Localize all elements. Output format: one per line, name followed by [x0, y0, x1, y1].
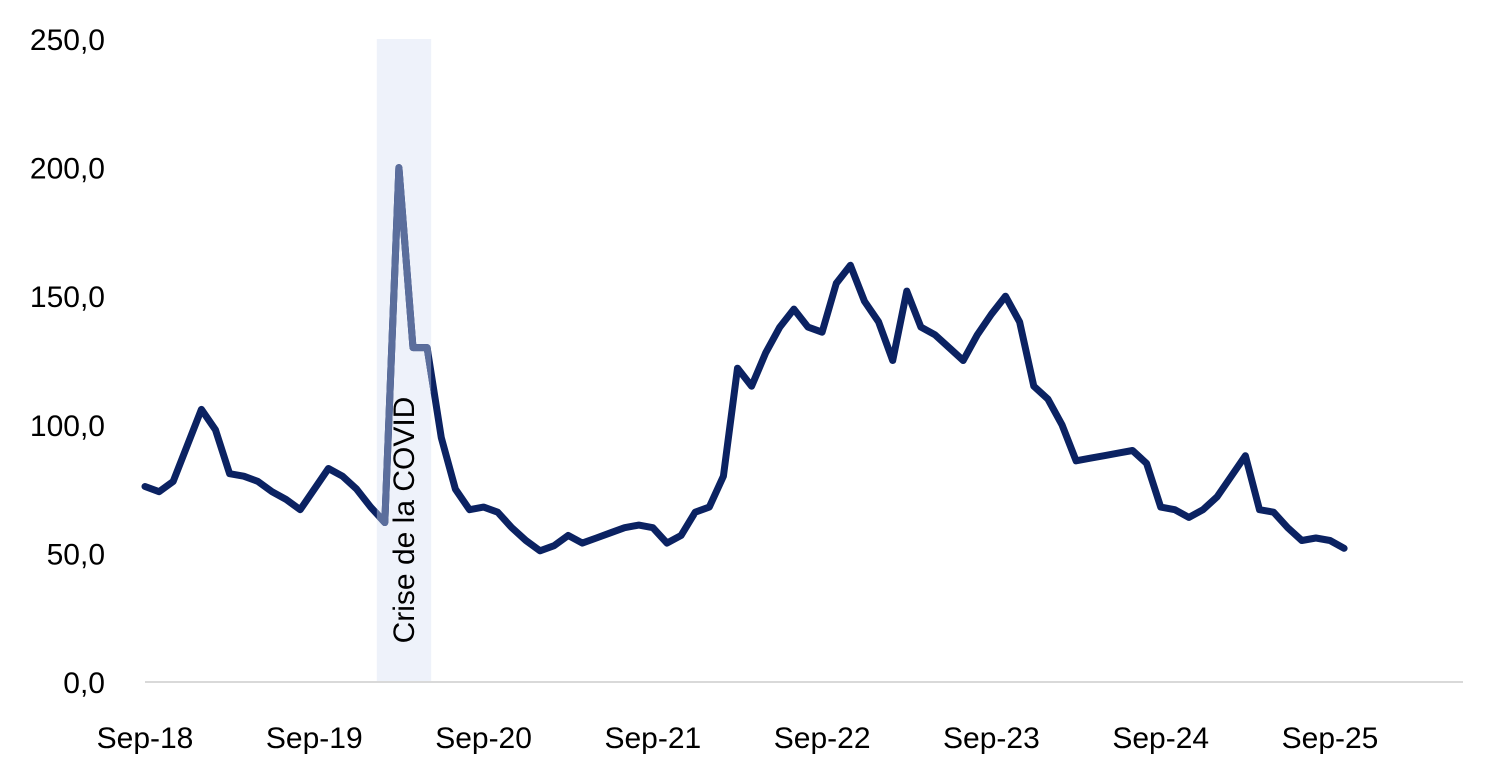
y-tick-label: 50,0	[47, 538, 105, 571]
x-tick-label: Sep-25	[1282, 722, 1379, 755]
y-tick-label: 200,0	[30, 153, 105, 186]
y-tick-label: 150,0	[30, 281, 105, 314]
annotation-band-group	[376, 39, 432, 682]
covid-band	[376, 39, 432, 682]
y-tick-label: 0,0	[63, 667, 105, 700]
x-tick-label: Sep-24	[1112, 722, 1209, 755]
x-tick-label: Sep-21	[604, 722, 701, 755]
x-tick-label: Sep-19	[266, 722, 363, 755]
y-tick-label: 100,0	[30, 410, 105, 443]
x-tick-label: Sep-18	[97, 722, 194, 755]
covid-annotation-label: Crise de la COVID	[388, 397, 421, 644]
x-tick-label: Sep-23	[943, 722, 1040, 755]
x-tick-label: Sep-20	[435, 722, 532, 755]
series-group	[141, 164, 1348, 555]
labels-group: 0,0 50,0 100,0 150,0 200,0 250,0 Sep-18 Sep-19 S…	[30, 24, 1378, 755]
series-line-highlight	[376, 164, 432, 526]
series-line	[141, 164, 1348, 555]
x-tick-label: Sep-22	[774, 722, 871, 755]
y-tick-label: 250,0	[30, 24, 105, 57]
